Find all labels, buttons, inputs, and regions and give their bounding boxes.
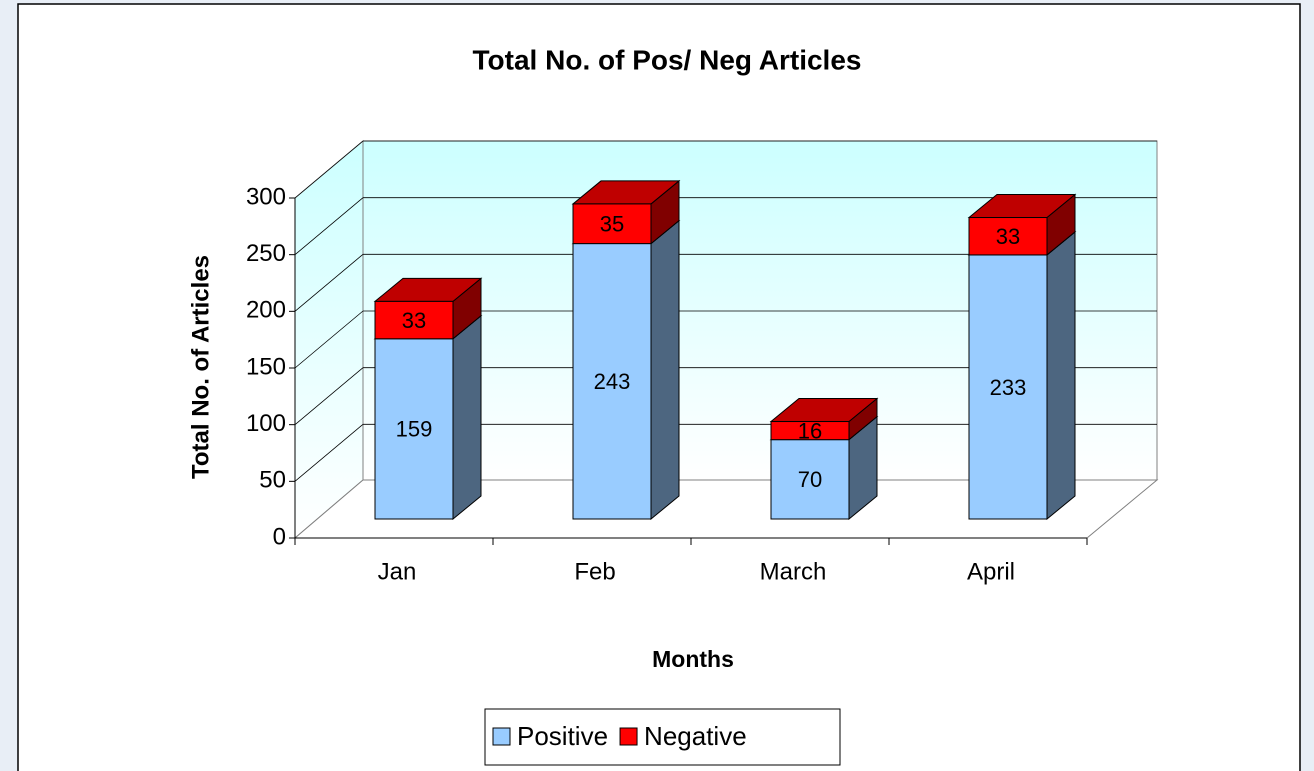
bar-segment (967, 193, 1077, 256)
bar-front (374, 300, 454, 340)
bar-front (572, 203, 652, 245)
grid-line (294, 197, 364, 255)
y-tick-label: 50 (259, 467, 286, 494)
legend-label: Positive (517, 721, 608, 751)
y-tick-label: 0 (273, 523, 286, 550)
grid-line (294, 310, 364, 369)
bar-front (968, 217, 1048, 256)
chart-title: Total No. of Pos/ Neg Articles (473, 44, 862, 75)
data-label: 243 (594, 369, 631, 394)
y-tick-label: 150 (246, 353, 286, 380)
data-label: 70 (798, 467, 822, 492)
bar-front (770, 421, 850, 441)
legend-label: Negative (644, 721, 747, 751)
grid-line (294, 140, 364, 199)
bar-front (770, 439, 850, 520)
data-label: 233 (990, 375, 1027, 400)
x-tick-label: Feb (574, 558, 615, 585)
bar-front (968, 254, 1048, 520)
data-label: 35 (600, 212, 624, 237)
y-tick-label: 250 (246, 240, 286, 267)
y-tick-label: 300 (246, 183, 286, 210)
x-tick-label: Jan (378, 558, 417, 585)
bar-segment (373, 277, 483, 340)
legend-swatch (619, 727, 638, 746)
x-tick-label: March (760, 558, 827, 585)
grid-line (294, 254, 364, 312)
x-tick-label: April (967, 558, 1015, 585)
x-axis-title: Months (652, 646, 734, 672)
bar-side (1046, 230, 1076, 521)
legend-swatch (492, 727, 511, 746)
legend (484, 708, 841, 766)
data-label: 159 (396, 417, 433, 442)
data-label: 33 (996, 224, 1020, 249)
y-tick-label: 100 (246, 410, 286, 437)
grid-line (294, 367, 364, 425)
bar-side (650, 219, 680, 521)
data-label: 16 (798, 418, 822, 443)
bar-front (374, 338, 454, 520)
bar-side (452, 314, 482, 521)
y-tick-label: 200 (246, 297, 286, 324)
y-axis-title: Total No. of Articles (187, 255, 214, 479)
bar-segment (571, 179, 681, 245)
grid-line (294, 424, 364, 482)
data-label: 33 (402, 308, 426, 333)
bar-segment (769, 397, 879, 441)
